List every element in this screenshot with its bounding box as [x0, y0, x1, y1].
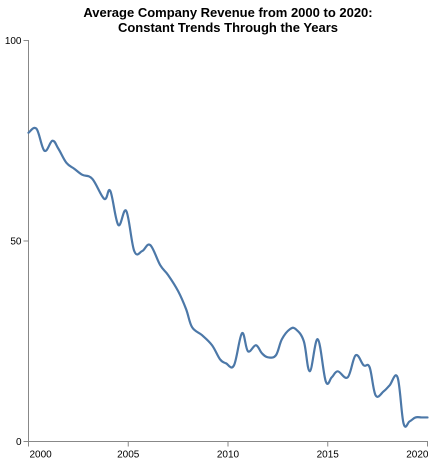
x-tick-label: 2015 [317, 450, 340, 461]
x-tick-label: 2000 [30, 450, 53, 461]
y-tick-label: 50 [10, 237, 22, 248]
x-tick-label: 2010 [217, 450, 240, 461]
y-tick-label: 100 [5, 36, 22, 47]
x-tick-label: 2005 [117, 450, 140, 461]
x-tick-label: 2020 [406, 450, 429, 461]
y-tick-label: 0 [16, 437, 22, 448]
y-axis-ticks: 0 50 100 [5, 36, 29, 448]
revenue-series-line [27, 126, 429, 428]
chart-title-line-1: Average Company Revenue from 2000 to 202… [83, 5, 372, 20]
x-axis-ticks: 2000 2005 2010 2015 2020 [28, 441, 429, 461]
chart-title-line-2: Constant Trends Through the Years [118, 20, 338, 35]
